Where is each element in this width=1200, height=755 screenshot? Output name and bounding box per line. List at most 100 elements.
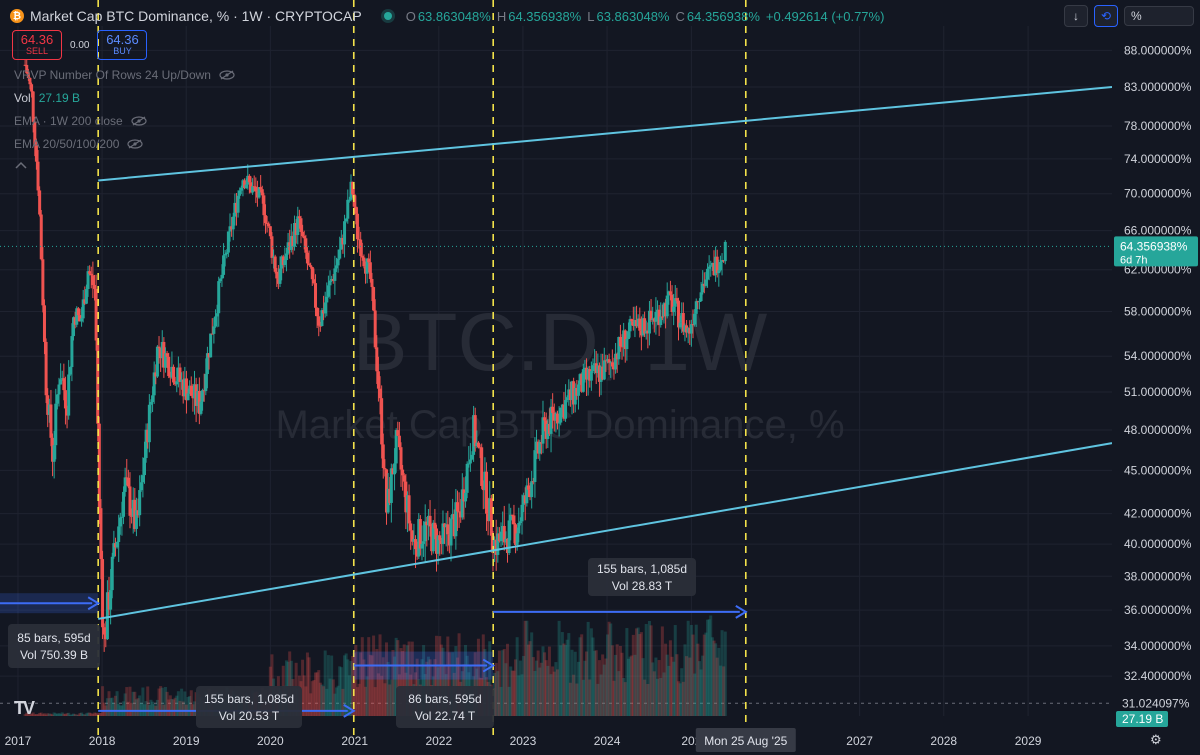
candle-body xyxy=(134,510,138,529)
volume-bar xyxy=(706,619,710,716)
volume-bar xyxy=(67,712,71,716)
open-label: O xyxy=(405,8,416,24)
trendlines[interactable] xyxy=(98,86,1113,620)
candle-body xyxy=(76,308,80,316)
volume-bar xyxy=(347,675,351,716)
volume-bar xyxy=(134,699,138,716)
volume-bar xyxy=(401,650,405,716)
volume-bar xyxy=(441,647,445,716)
sell-label: SELL xyxy=(25,46,49,57)
volume-bar xyxy=(84,713,88,716)
volume-bar xyxy=(364,686,368,716)
candle-body xyxy=(431,522,435,552)
volume-bar xyxy=(678,683,682,716)
indicator-volume[interactable]: Vol 27.19 B xyxy=(14,91,80,105)
volume-bar xyxy=(110,697,114,716)
volume-bar xyxy=(701,655,705,716)
volume-bar xyxy=(710,637,714,716)
candle-body xyxy=(509,514,513,521)
measure-bars-label: 155 bars, 1,085d xyxy=(597,562,687,576)
volume-bar xyxy=(543,652,547,716)
candle-body xyxy=(151,395,155,403)
candle-body xyxy=(522,495,526,505)
volume-bar xyxy=(435,635,439,716)
bitcoin-icon: ₿ xyxy=(10,9,24,23)
volume-bar xyxy=(644,624,648,716)
candle-body xyxy=(717,270,721,274)
candle-body xyxy=(412,539,416,542)
buy-button[interactable]: 64.36 BUY xyxy=(97,30,148,60)
hidden-eye-icon[interactable] xyxy=(219,70,235,80)
volume-bar xyxy=(465,655,469,716)
measure-vol-label: Vol 750.39 B xyxy=(20,648,88,662)
price-axis[interactable]: 88.000000% 83.000000% 78.000000% 74.000000%… xyxy=(1124,43,1192,683)
volume-bar xyxy=(178,700,182,716)
candle-body xyxy=(165,353,169,357)
candle-body xyxy=(351,181,355,195)
hidden-eye-icon[interactable] xyxy=(131,116,147,126)
gear-icon[interactable]: ⚙ xyxy=(1150,732,1162,747)
y-tick-label: 38.000000% xyxy=(1124,569,1192,583)
candle-body xyxy=(255,191,259,198)
volume-bar xyxy=(26,712,30,716)
volume-bar xyxy=(681,681,685,716)
volume-bar xyxy=(446,636,450,716)
hidden-eye-icon[interactable] xyxy=(127,139,144,149)
volume-bar xyxy=(189,690,193,716)
volume-bar xyxy=(625,628,629,716)
volume-bar xyxy=(68,714,72,716)
auto-scale-icon[interactable]: ⟲ xyxy=(1094,5,1118,27)
candle-body xyxy=(322,310,326,314)
volume-bar xyxy=(131,691,135,716)
candle-body xyxy=(54,403,58,446)
open-value: 63.863048% xyxy=(417,8,491,24)
candle-body xyxy=(172,366,176,383)
sell-button[interactable]: 64.36 SELL xyxy=(12,30,62,60)
countdown-label: 6d 7h xyxy=(1120,254,1148,266)
indicator-vrvp[interactable]: VRVP Number Of Rows 24 Up/Down xyxy=(14,68,235,82)
candle-body xyxy=(262,195,266,216)
candle-body xyxy=(347,199,351,201)
candle-body xyxy=(34,144,38,162)
trade-panel: 64.36 SELL 0.00 64.36 BUY xyxy=(12,30,148,60)
candle-body xyxy=(230,226,234,230)
indicators-collapse[interactable] xyxy=(14,160,28,170)
volume-bar xyxy=(410,641,414,716)
candle-body xyxy=(213,316,217,327)
candle-body xyxy=(218,278,222,282)
candle-body xyxy=(239,187,243,191)
candle-body xyxy=(341,237,345,245)
scale-mode-input[interactable] xyxy=(1124,6,1194,26)
candle-body xyxy=(92,285,96,289)
volume-bar xyxy=(636,627,640,716)
volume-bar xyxy=(72,713,76,716)
buy-label: BUY xyxy=(113,46,132,57)
volume-bar xyxy=(59,713,63,716)
download-icon[interactable]: ↓ xyxy=(1064,5,1088,27)
volume-bar xyxy=(70,714,74,716)
time-axis[interactable]: 2017 2018 2019 2020 2021 2022 2023 2024 202 2027 2… xyxy=(5,734,1042,748)
volume-bar xyxy=(688,657,692,716)
volume-bar xyxy=(151,701,155,716)
candle-body xyxy=(209,333,213,358)
candle-body xyxy=(315,307,319,317)
candle-body xyxy=(109,590,113,610)
volume-bar xyxy=(555,669,559,716)
volume-bar xyxy=(541,646,545,716)
indicator-ema-200[interactable]: EMA · 1W 200 close xyxy=(14,114,147,128)
candle-body xyxy=(722,260,726,262)
high-label: H xyxy=(496,8,507,24)
buy-price: 64.36 xyxy=(106,32,139,48)
candle-body xyxy=(472,415,476,455)
symbol-title[interactable]: Market Cap BTC Dominance, % · 1W · CRYPT… xyxy=(30,8,362,24)
candle-body xyxy=(280,256,284,269)
measure-tools[interactable]: 85 bars, 595d Vol 750.39 B 155 bars, 1,085… xyxy=(0,558,748,728)
volume-value-box xyxy=(1116,711,1168,727)
candle-body xyxy=(162,341,166,368)
candle-body xyxy=(278,268,282,284)
chevron-up-icon[interactable] xyxy=(14,160,28,170)
volume-bar xyxy=(172,699,176,716)
candle-body xyxy=(238,190,242,196)
indicator-ema-multi[interactable]: EMA 20/50/100/200 xyxy=(14,137,144,151)
